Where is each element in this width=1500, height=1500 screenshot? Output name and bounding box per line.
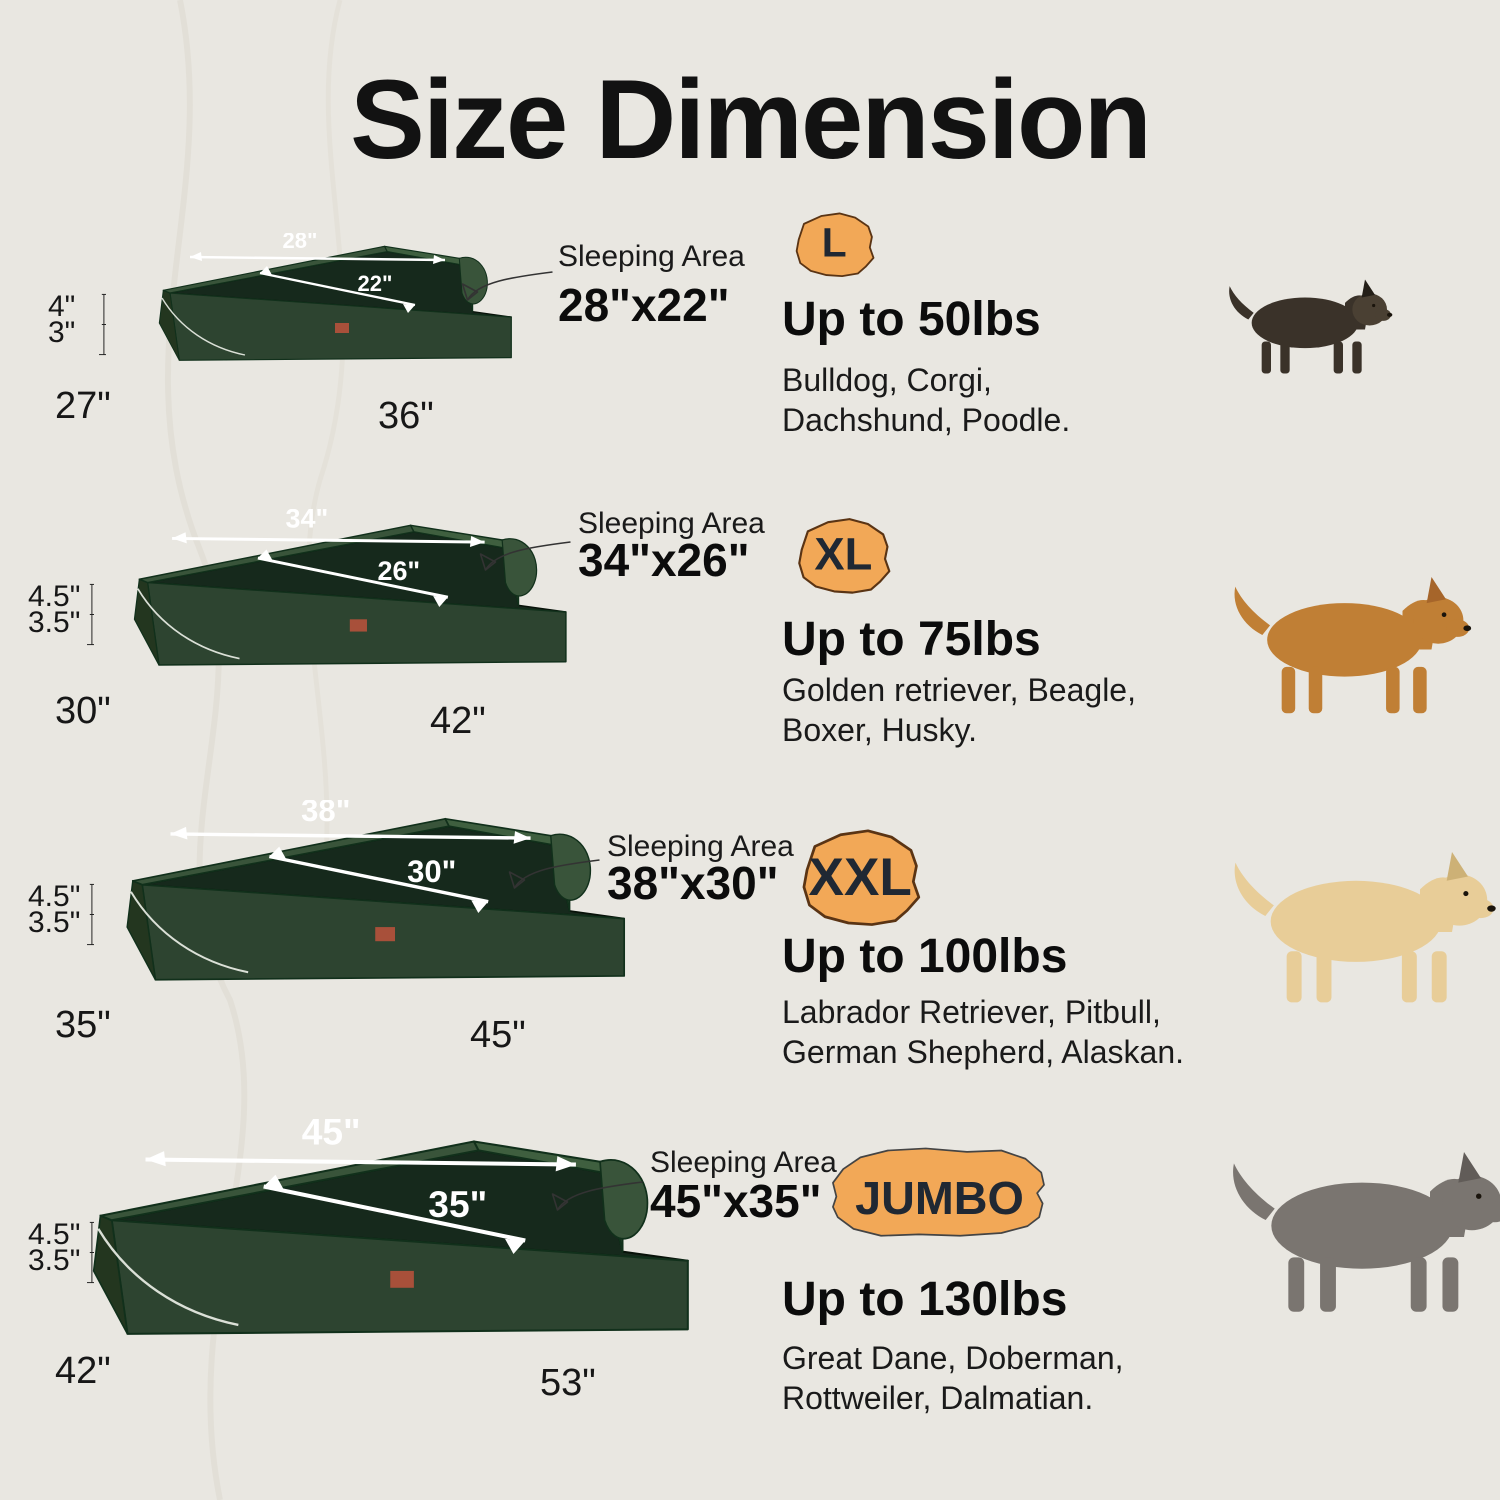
svg-text:26": 26" [377,556,420,586]
svg-text:22": 22" [358,271,393,296]
svg-text:JUMBO: JUMBO [855,1172,1024,1224]
svg-text:XL: XL [814,528,872,579]
svg-text:35": 35" [429,1183,488,1225]
svg-text:L: L [822,219,847,265]
svg-text:34": 34" [285,509,328,533]
svg-text:XXL: XXL [809,848,912,907]
svg-text:45": 45" [302,1119,361,1152]
svg-text:30": 30" [407,854,456,889]
svg-text:28": 28" [283,233,318,253]
svg-text:38": 38" [301,800,350,828]
